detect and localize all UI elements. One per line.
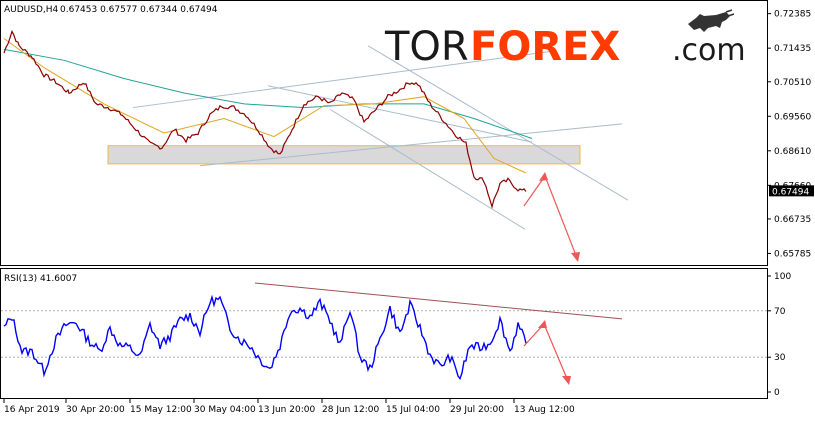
time-tick-label: 16 Apr 2019 <box>4 405 60 415</box>
rsi-title: RSI(13) 41.6007 <box>4 274 77 284</box>
ma-fast-line <box>3 38 527 174</box>
rsi-trend-line <box>254 282 623 320</box>
rsi-tick-label: 100 <box>774 272 791 282</box>
ma-slow-line <box>3 48 533 139</box>
symbol-label: AUDUSD,H4 <box>4 5 59 15</box>
time-tick-label: 13 Aug 12:00 <box>514 405 575 415</box>
time-tick-label: 15 May 12:00 <box>130 405 192 415</box>
time-tick-label: 13 Jun 20:00 <box>258 405 315 415</box>
price-panel[interactable] <box>0 0 768 266</box>
rsi-tick-label: 0 <box>774 388 780 398</box>
time-tick-label: 28 Jun 12:00 <box>322 405 379 415</box>
channel-line-2 <box>267 85 533 143</box>
brand-com-text: .com <box>672 33 746 68</box>
rsi-axis[interactable]: 100 70 30 0 <box>767 272 791 398</box>
rsi-series-line <box>3 294 527 381</box>
time-tick-label: 29 Jul 20:00 <box>450 405 504 415</box>
time-tick-label: 30 Apr 20:00 <box>66 405 125 415</box>
time-axis[interactable]: 16 Apr 2019 30 Apr 20:00 15 May 12:00 30 Ma… <box>3 399 575 415</box>
rsi-panel[interactable] <box>0 268 768 399</box>
last-price-marker: 0.67494 <box>769 185 814 197</box>
price-tick-label: 0.68610 <box>774 147 811 157</box>
ohlc-label: 0.67453 0.67577 0.67344 0.67494 <box>60 5 218 15</box>
price-series-line <box>3 29 527 210</box>
price-tick-label: 0.72385 <box>774 10 811 20</box>
channel-line-1 <box>132 50 553 109</box>
channel-line-5 <box>199 123 623 167</box>
brand-tor-text: TOR <box>384 24 469 70</box>
price-tick-label: 0.69560 <box>774 112 811 122</box>
brand-forex-text: FOREX <box>470 24 620 70</box>
bull-icon <box>688 9 735 32</box>
support-zone <box>107 145 581 165</box>
price-axis[interactable]: 0.723850.714350.705100.695600.686100.676… <box>767 10 811 260</box>
time-tick-label: 30 May 04:00 <box>194 405 256 415</box>
rsi-tick-label: 30 <box>774 353 786 363</box>
channel-line-3 <box>367 45 629 201</box>
torforex-logo: TOR FOREX .com <box>384 9 746 70</box>
price-tick-label: 0.71435 <box>774 44 811 54</box>
forecast-arrow-head-up <box>539 172 548 181</box>
price-tick-label: 0.70510 <box>774 78 811 88</box>
rsi-arrow-head-down <box>562 376 571 385</box>
rsi-layer <box>1 282 767 385</box>
rsi-arrow-head-up <box>538 320 547 328</box>
price-layer <box>3 29 629 262</box>
channel-line-4 <box>329 108 526 230</box>
price-tick-label: 0.66735 <box>774 215 811 225</box>
forecast-arrow-head-down <box>571 252 580 262</box>
time-tick-label: 15 Jul 04:00 <box>386 405 440 415</box>
last-price-label: 0.67494 <box>772 187 809 197</box>
rsi-tick-label: 70 <box>774 307 786 317</box>
price-tick-label: 0.65785 <box>774 249 811 259</box>
